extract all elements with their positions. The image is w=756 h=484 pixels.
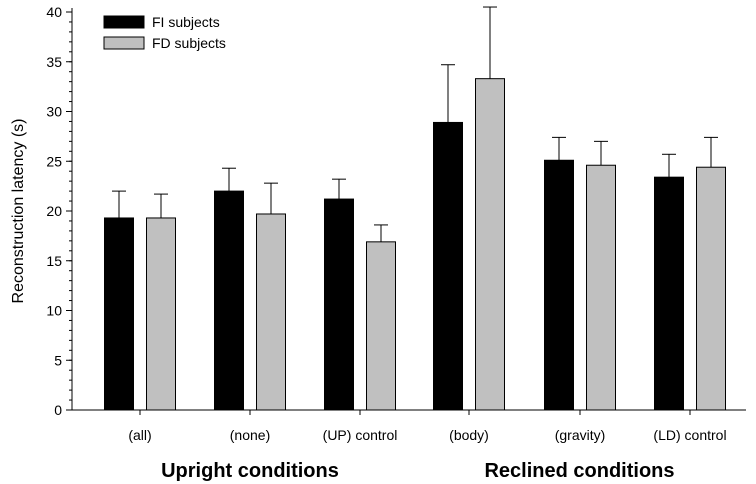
y-axis-title: Reconstruction latency (s) xyxy=(10,119,27,304)
y-tick-label: 0 xyxy=(54,402,62,418)
y-tick-label: 20 xyxy=(46,203,62,219)
y-tick-label: 30 xyxy=(46,104,62,120)
x-tick-label: (none) xyxy=(230,427,270,443)
bar-fi xyxy=(324,198,354,411)
y-tick-label: 15 xyxy=(46,253,62,269)
y-tick-label: 10 xyxy=(46,303,62,319)
x-tick-label: (UP) control xyxy=(323,427,398,443)
x-tick-label: (body) xyxy=(449,427,489,443)
legend-label: FD subjects xyxy=(152,35,226,51)
x-tick-label: (LD) control xyxy=(653,427,726,443)
axes: 0 5 10 15 20 25 30 35 40 (all) (none) (UP) control (… xyxy=(46,4,746,482)
y-tick-label: 40 xyxy=(46,4,62,20)
bar-fi xyxy=(654,176,684,411)
x-tick-label: (all) xyxy=(128,427,151,443)
group-label: Reclined conditions xyxy=(484,460,674,482)
legend-swatch xyxy=(103,15,145,29)
group-label: Upright conditions xyxy=(161,460,339,482)
y-tick-label: 25 xyxy=(46,153,62,169)
bar-fd xyxy=(366,241,396,411)
x-tick-label: (gravity) xyxy=(555,427,606,443)
bar-fd xyxy=(475,78,505,411)
bars xyxy=(104,6,726,411)
bar-fd xyxy=(146,217,176,411)
bar-fi xyxy=(104,217,134,411)
bar-fi xyxy=(433,121,463,411)
bar-fi xyxy=(214,190,244,411)
y-tick-label: 5 xyxy=(54,352,62,368)
y-tick-label: 35 xyxy=(46,54,62,70)
bar-fd xyxy=(586,164,616,411)
bar-fd xyxy=(696,166,726,411)
bar-fi xyxy=(544,159,574,411)
bar-fd xyxy=(256,213,286,411)
legend: FI subjects FD subjects xyxy=(103,14,226,51)
legend-swatch xyxy=(103,36,145,50)
legend-label: FI subjects xyxy=(152,14,220,30)
